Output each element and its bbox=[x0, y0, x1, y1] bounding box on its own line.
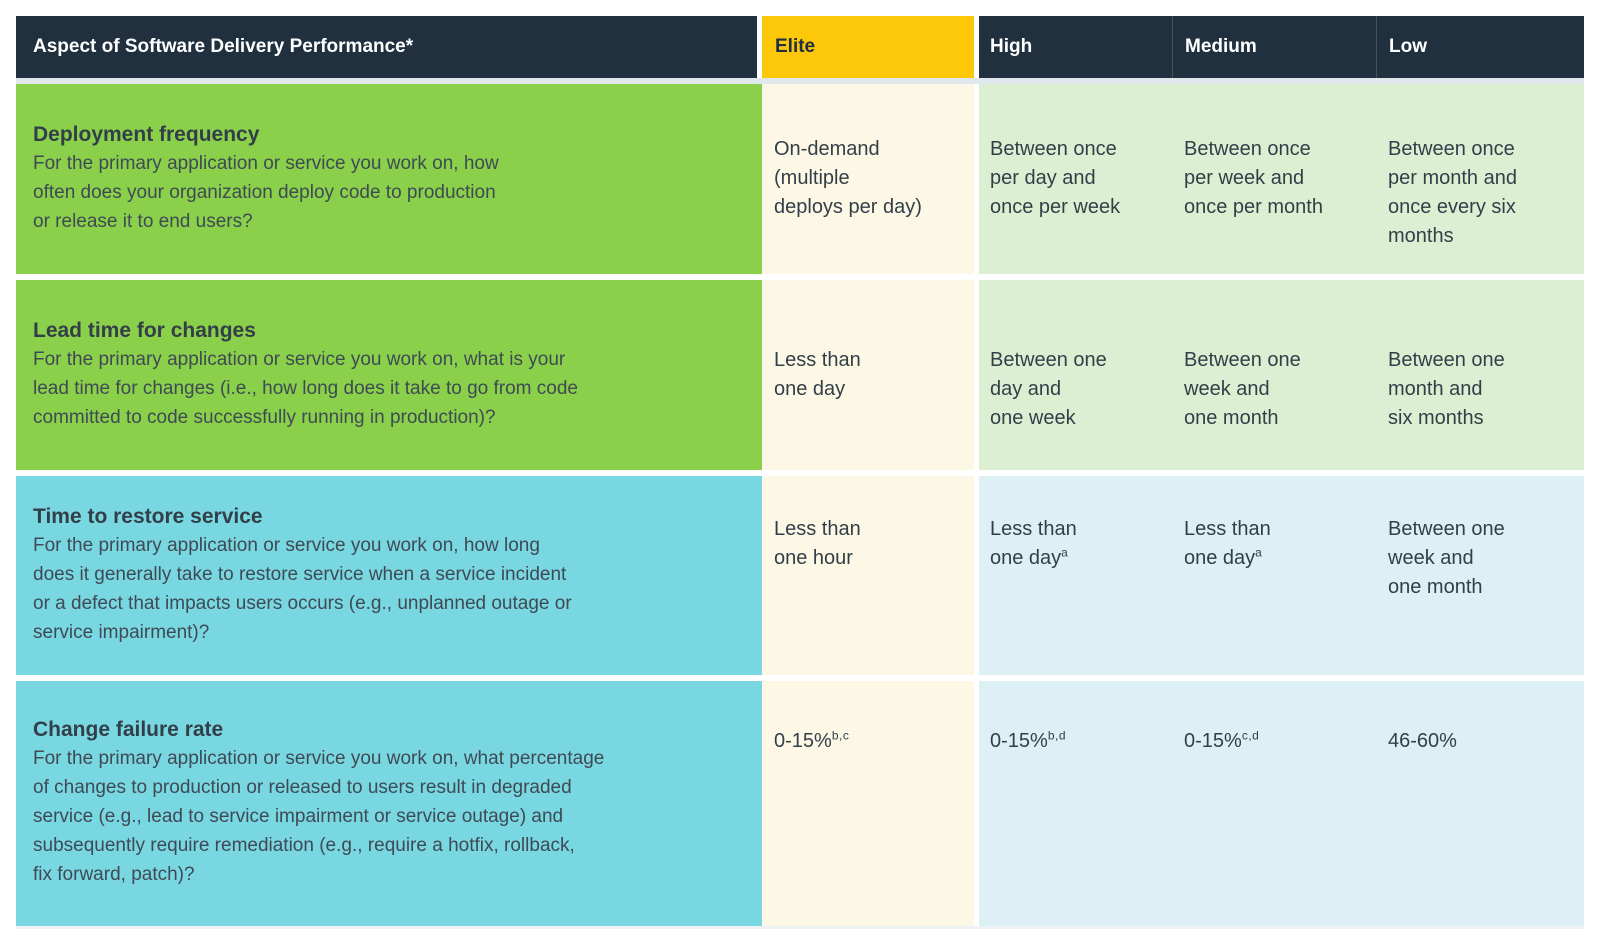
column-gap bbox=[974, 476, 979, 675]
elite-cell: Less than one hour bbox=[762, 476, 974, 675]
footnote-marker: b,d bbox=[1047, 728, 1066, 743]
cell-value: Between once per day and once per week bbox=[990, 138, 1121, 218]
cell-value: On-demand (multiple deploys per day) bbox=[774, 138, 922, 218]
medium-cell: Between once per week and once per month bbox=[1172, 84, 1376, 274]
cell-value: Between one week and one month bbox=[1388, 518, 1505, 598]
medium-cell: 0-15%c,d bbox=[1172, 681, 1376, 926]
header-separator bbox=[16, 78, 1584, 84]
table-row: Time to restore service For the primary … bbox=[16, 476, 1584, 675]
cell-value: Less than one day bbox=[774, 349, 861, 400]
footnote-marker: c,d bbox=[1241, 728, 1260, 743]
elite-cell: 0-15%b,c bbox=[762, 681, 974, 926]
aspect-title: Lead time for changes bbox=[33, 318, 256, 342]
aspect-cell: Time to restore service For the primary … bbox=[16, 476, 762, 675]
table-row: Deployment frequency For the primary app… bbox=[16, 84, 1584, 274]
elite-cell: Less than one day bbox=[762, 280, 974, 470]
footnote-marker: a bbox=[1061, 545, 1069, 560]
header-elite: Elite bbox=[762, 16, 974, 78]
aspect-title: Change failure rate bbox=[33, 718, 224, 741]
high-cell: Between once per day and once per week bbox=[979, 84, 1172, 274]
table-bottom-border bbox=[16, 926, 1584, 929]
aspect-cell: Lead time for changes For the primary ap… bbox=[16, 280, 762, 470]
column-gap bbox=[974, 681, 979, 926]
cell-value: Between one week and one month bbox=[1184, 349, 1301, 429]
header-gap bbox=[757, 16, 762, 78]
cell-value: 0-15% bbox=[990, 730, 1048, 752]
footnote-marker: b,c bbox=[831, 728, 850, 743]
aspect-title: Time to restore service bbox=[33, 504, 263, 528]
aspect-title: Deployment frequency bbox=[33, 122, 260, 146]
low-cell: 46-60% bbox=[1376, 681, 1584, 926]
medium-cell: Between one week and one month bbox=[1172, 280, 1376, 470]
header-aspect: Aspect of Software Delivery Performance* bbox=[16, 16, 757, 78]
cell-value: 46-60% bbox=[1388, 730, 1457, 752]
aspect-description: For the primary application or service y… bbox=[33, 534, 572, 643]
cell-value: Between once per month and once every si… bbox=[1388, 138, 1517, 247]
cell-value: Between one month and six months bbox=[1388, 349, 1505, 429]
high-cell: Less than one daya bbox=[979, 476, 1172, 675]
footnote-marker: a bbox=[1255, 545, 1263, 560]
aspect-description: For the primary application or service y… bbox=[33, 748, 605, 885]
cell-value: 0-15% bbox=[1184, 730, 1242, 752]
table-header-row: Aspect of Software Delivery Performance*… bbox=[16, 16, 1584, 78]
cell-value: Between one day and one week bbox=[990, 349, 1107, 429]
cell-value: 0-15% bbox=[774, 730, 832, 752]
table-row: Lead time for changes For the primary ap… bbox=[16, 280, 1584, 470]
cell-value: Less than one day bbox=[990, 518, 1077, 569]
header-medium: Medium bbox=[1172, 16, 1376, 78]
elite-cell: On-demand (multiple deploys per day) bbox=[762, 84, 974, 274]
cell-value: Less than one day bbox=[1184, 518, 1271, 569]
aspect-description: For the primary application or service y… bbox=[33, 152, 499, 232]
cell-value: Less than one hour bbox=[774, 518, 861, 569]
header-high: High bbox=[979, 16, 1172, 78]
low-cell: Between one month and six months bbox=[1376, 280, 1584, 470]
column-gap bbox=[974, 16, 979, 78]
table-body: Deployment frequency For the primary app… bbox=[16, 84, 1584, 926]
high-cell: 0-15%b,d bbox=[979, 681, 1172, 926]
low-cell: Between once per month and once every si… bbox=[1376, 84, 1584, 274]
aspect-cell: Deployment frequency For the primary app… bbox=[16, 84, 762, 274]
aspect-description: For the primary application or service y… bbox=[33, 348, 578, 428]
aspect-cell: Change failure rate For the primary appl… bbox=[16, 681, 762, 926]
low-cell: Between one week and one month bbox=[1376, 476, 1584, 675]
cell-value: Between once per week and once per month bbox=[1184, 138, 1323, 218]
column-gap bbox=[974, 84, 979, 274]
header-low: Low bbox=[1376, 16, 1584, 78]
table-row: Change failure rate For the primary appl… bbox=[16, 681, 1584, 926]
dora-performance-table: Aspect of Software Delivery Performance*… bbox=[16, 16, 1584, 929]
high-cell: Between one day and one week bbox=[979, 280, 1172, 470]
column-gap bbox=[974, 280, 979, 470]
medium-cell: Less than one daya bbox=[1172, 476, 1376, 675]
